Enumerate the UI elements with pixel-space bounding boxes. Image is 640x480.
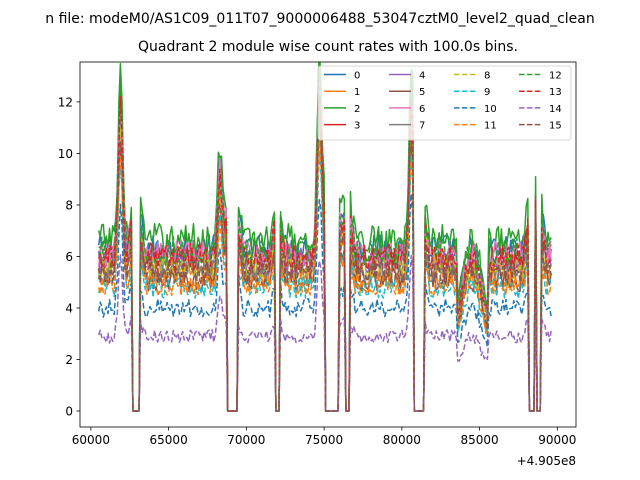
axes-layer: 60000 65000 70000 75000 80000 85000 90000 0 2 4 6 8…: [58, 61, 577, 468]
legend-label-14: 14: [549, 104, 562, 115]
legend-label-8: 8: [484, 71, 490, 82]
x-tick-label: 80000: [383, 433, 421, 447]
legend-label-5: 5: [419, 87, 425, 98]
x-tick-label: 90000: [538, 433, 576, 447]
y-tick-label: 8: [65, 198, 73, 212]
y-tick-label: 0: [65, 405, 73, 419]
y-tick-label: 2: [65, 353, 73, 367]
legend-label-10: 10: [484, 104, 497, 115]
y-tick-label: 10: [58, 147, 73, 161]
x-tick-label: 75000: [305, 433, 343, 447]
chart-suptitle: n file: modeM0/AS1C09_011T07_9000006488_…: [45, 11, 594, 27]
x-tick-label: 60000: [72, 433, 110, 447]
legend-label-6: 6: [419, 104, 425, 115]
plot-frame: [79, 61, 577, 428]
legend-label-2: 2: [354, 104, 360, 115]
x-tick-label: 65000: [150, 433, 188, 447]
y-tick-label: 6: [65, 250, 73, 264]
series-line-14: [97, 254, 552, 412]
legend-label-0: 0: [354, 71, 360, 82]
legend-label-1: 1: [354, 87, 360, 98]
x-tick-label: 70000: [227, 433, 265, 447]
series-layer: [97, 62, 552, 412]
legend-label-7: 7: [419, 121, 425, 132]
series-line-13: [97, 95, 552, 412]
legend-label-4: 4: [419, 71, 425, 82]
legend-label-12: 12: [549, 71, 562, 82]
x-offset-label: +4.905e8: [517, 454, 576, 468]
legend-label-13: 13: [549, 87, 562, 98]
chart-title: Quadrant 2 module wise count rates with …: [138, 39, 518, 55]
legend-label-15: 15: [549, 121, 562, 132]
legend-label-9: 9: [484, 87, 490, 98]
legend-label-3: 3: [354, 121, 360, 132]
legend-label-11: 11: [484, 121, 497, 132]
legend-frame: [317, 65, 572, 141]
series-line-15: [97, 113, 552, 412]
y-tick-label: 4: [65, 301, 73, 315]
x-tick-label: 85000: [461, 433, 499, 447]
y-tick-label: 12: [58, 95, 73, 109]
